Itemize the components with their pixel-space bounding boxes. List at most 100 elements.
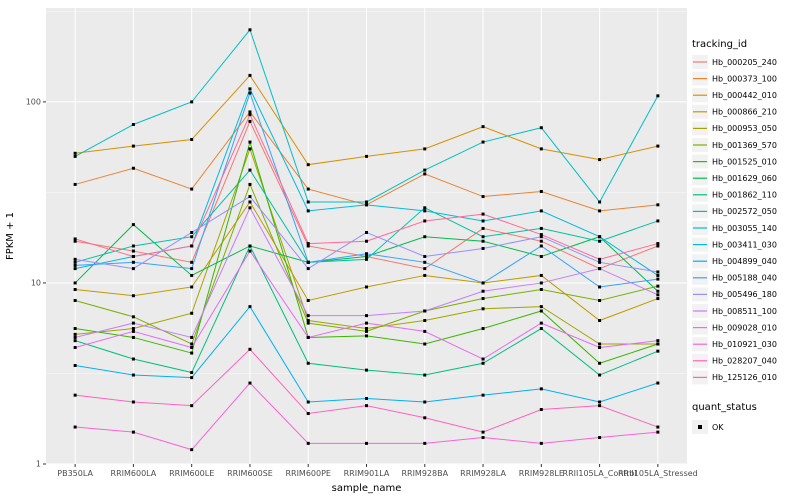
legend-label: Hb_003055_140: [712, 224, 777, 233]
data-point: [365, 200, 368, 204]
data-point: [306, 298, 310, 302]
data-point: [131, 294, 135, 298]
data-point: [306, 244, 310, 248]
data-point: [598, 319, 602, 323]
data-point: [423, 373, 427, 377]
x-tick-label: RRIM600LA: [111, 469, 157, 478]
data-point: [423, 206, 427, 210]
data-point: [190, 235, 194, 239]
data-point: [131, 144, 135, 148]
data-point: [306, 361, 310, 365]
x-tick-label: RRIM928LE: [519, 469, 564, 478]
data-point: [481, 357, 485, 361]
data-point: [131, 315, 135, 319]
y-tick-label: 1: [36, 460, 41, 469]
data-point: [190, 351, 194, 355]
data-point: [73, 425, 77, 429]
data-point: [190, 345, 194, 349]
data-point: [365, 285, 368, 289]
legend-label: Hb_001525_010: [712, 157, 777, 166]
data-point: [656, 339, 660, 343]
data-point: [306, 267, 310, 271]
data-point: [248, 140, 252, 144]
data-point: [656, 203, 660, 207]
data-point: [190, 371, 194, 375]
data-point: [73, 267, 77, 271]
data-point: [365, 254, 368, 258]
data-point: [131, 223, 135, 227]
data-point: [539, 441, 543, 445]
data-point: [131, 166, 135, 170]
data-point: [481, 125, 485, 129]
data-point: [481, 246, 485, 250]
data-point: [73, 151, 77, 155]
data-point: [248, 168, 252, 172]
x-tick-label: RRIM928LA: [460, 469, 506, 478]
data-point: [598, 345, 602, 349]
legend-label: Hb_028207_040: [712, 357, 777, 366]
x-tick-label: RRII105LA_Control: [563, 469, 637, 478]
x-tick-label: PB350LA: [57, 469, 93, 478]
data-point: [306, 242, 310, 246]
data-point: [423, 273, 427, 277]
data-point: [131, 335, 135, 339]
data-point: [481, 140, 485, 144]
legend-label: Hb_000866_210: [712, 108, 777, 117]
data-point: [248, 73, 252, 77]
data-point: [598, 400, 602, 404]
data-point: [423, 267, 427, 271]
data-point: [481, 430, 485, 434]
data-point: [306, 163, 310, 167]
legend-label: Hb_001862_110: [712, 191, 777, 200]
data-point: [365, 314, 368, 318]
data-point: [423, 416, 427, 420]
data-point: [131, 267, 135, 271]
data-point: [656, 270, 660, 274]
data-point: [248, 113, 252, 117]
x-tick-label: RRIM600LE: [169, 469, 214, 478]
data-point: [190, 285, 194, 289]
data-point: [248, 381, 252, 385]
data-point: [73, 287, 77, 291]
legend-label: Hb_010921_030: [712, 340, 777, 349]
data-point: [73, 182, 77, 186]
data-point: [656, 144, 660, 148]
data-point: [539, 407, 543, 411]
data-point: [598, 257, 602, 261]
data-point: [131, 430, 135, 434]
data-point: [190, 273, 194, 277]
data-point: [656, 293, 660, 297]
data-point: [656, 349, 660, 353]
data-point: [423, 309, 427, 313]
data-point: [598, 285, 602, 289]
data-point: [539, 239, 543, 243]
data-point: [481, 195, 485, 199]
legend-title: tracking_id: [692, 39, 747, 50]
data-point: [481, 307, 485, 311]
data-point: [365, 154, 368, 158]
data-point: [423, 209, 427, 213]
data-point: [539, 305, 543, 309]
data-point: [131, 400, 135, 404]
y-tick-label: 10: [31, 278, 41, 287]
data-point: [131, 260, 135, 264]
data-point: [131, 123, 135, 127]
data-point: [481, 226, 485, 230]
data-point: [656, 242, 660, 246]
data-point: [365, 239, 368, 243]
data-point: [539, 235, 543, 239]
data-point: [481, 212, 485, 216]
data-point: [481, 281, 485, 285]
data-point: [73, 257, 77, 261]
data-point: [656, 430, 660, 434]
data-point: [131, 249, 135, 253]
data-point: [539, 126, 543, 130]
data-point: [306, 335, 310, 339]
x-tick-label: RRIM928BA: [401, 469, 448, 478]
legend-label: Hb_005188_040: [712, 274, 777, 283]
data-point: [481, 239, 485, 243]
data-point: [423, 168, 427, 172]
data-point: [131, 329, 135, 333]
